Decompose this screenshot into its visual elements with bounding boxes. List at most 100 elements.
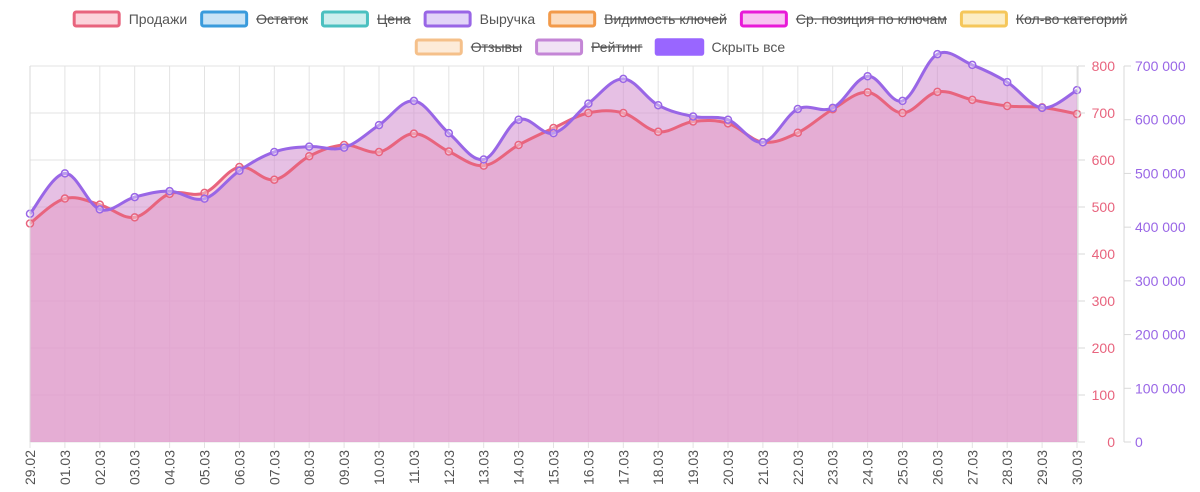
series-area-revenue: [30, 52, 1077, 443]
legend-swatch[interactable]: [200, 10, 249, 28]
legend-item-1[interactable]: Продажи: [72, 10, 187, 28]
legend-item-8[interactable]: Отзывы: [414, 38, 523, 56]
x-tick-label: 28.03: [999, 450, 1015, 485]
y-tick-label-sales: 0: [1107, 434, 1115, 450]
data-point-revenue-20.03[interactable]: [723, 115, 733, 124]
x-tick-label: 12.03: [441, 450, 457, 485]
y-tick-label-revenue: 500 000: [1135, 165, 1186, 181]
data-point-revenue-19.03[interactable]: [688, 112, 698, 121]
data-point-sales-26.03[interactable]: [933, 87, 942, 97]
data-point-sales-24.03[interactable]: [863, 88, 872, 97]
y-tick-label-revenue: 600 000: [1135, 112, 1186, 128]
data-point-revenue-09.03[interactable]: [339, 143, 349, 152]
data-point-revenue-04.03[interactable]: [165, 186, 174, 196]
data-point-sales-16.03[interactable]: [584, 108, 593, 118]
data-point-revenue-21.03[interactable]: [758, 138, 768, 147]
legend-swatch[interactable]: [414, 38, 463, 56]
data-point-revenue-17.03[interactable]: [619, 74, 628, 84]
data-point-revenue-14.03[interactable]: [514, 115, 523, 124]
data-point-revenue-27.03[interactable]: [968, 60, 977, 70]
y-tick-label-revenue: 0: [1135, 434, 1143, 450]
legend-swatch[interactable]: [959, 10, 1008, 28]
data-point-revenue-24.03[interactable]: [863, 71, 872, 81]
data-point-sales-25.03[interactable]: [898, 108, 907, 118]
data-point-revenue-13.03[interactable]: [479, 155, 488, 164]
x-tick-label: 02.03: [92, 450, 108, 485]
data-point-revenue-11.03[interactable]: [409, 96, 419, 106]
data-point-sales-22.03[interactable]: [793, 128, 803, 137]
data-point-sales-27.03[interactable]: [968, 95, 977, 105]
data-point-revenue-06.03[interactable]: [235, 166, 244, 175]
data-point-sales-12.03[interactable]: [444, 147, 454, 156]
legend-swatch[interactable]: [535, 38, 584, 56]
x-tick-label: 24.03: [860, 450, 876, 485]
x-tick-label: 23.03: [825, 450, 841, 485]
legend-item-2[interactable]: Остаток: [200, 10, 309, 28]
data-point-sales-08.03[interactable]: [304, 151, 314, 161]
legend-swatch[interactable]: [320, 10, 369, 28]
legend-item-5[interactable]: Видимость ключей: [548, 10, 727, 28]
legend-item-10[interactable]: Скрыть все: [654, 38, 785, 56]
data-point-revenue-15.03[interactable]: [549, 128, 558, 138]
data-point-revenue-30.03[interactable]: [1072, 85, 1082, 95]
data-point-revenue-01.03[interactable]: [60, 169, 70, 178]
legend-item-7[interactable]: Кол-во категорий: [959, 10, 1128, 28]
legend-swatch[interactable]: [654, 38, 705, 56]
x-tick-label: 26.03: [929, 450, 945, 485]
legend-item-9[interactable]: Рейтинг: [535, 38, 643, 56]
data-point-sales-30.03[interactable]: [1072, 109, 1082, 119]
series-layer: [25, 49, 1082, 443]
x-tick-label: 22.03: [790, 450, 806, 485]
x-tick-label: 29.03: [1034, 450, 1050, 485]
data-point-revenue-10.03[interactable]: [374, 120, 384, 130]
x-tick-label: 14.03: [511, 450, 527, 485]
legend-label[interactable]: Продажи: [129, 11, 187, 27]
data-point-sales-14.03[interactable]: [514, 140, 523, 150]
data-point-sales-03.03[interactable]: [130, 213, 139, 222]
x-tick-label: 27.03: [964, 450, 980, 485]
data-point-revenue-03.03[interactable]: [130, 192, 139, 202]
data-point-revenue-28.03[interactable]: [1002, 77, 1012, 87]
x-tick-label: 15.03: [546, 450, 562, 485]
data-point-revenue-08.03[interactable]: [304, 142, 314, 151]
legend-item-3[interactable]: Цена: [320, 10, 411, 28]
legend-label[interactable]: Скрыть все: [711, 39, 785, 55]
x-tick-label: 03.03: [127, 450, 143, 485]
data-point-revenue-02.03[interactable]: [95, 205, 105, 214]
data-point-sales-10.03[interactable]: [374, 147, 384, 157]
y-tick-label-sales: 500: [1092, 199, 1116, 215]
data-point-sales-07.03[interactable]: [270, 175, 279, 184]
data-point-revenue-22.03[interactable]: [793, 104, 803, 114]
data-point-revenue-25.03[interactable]: [898, 96, 907, 106]
x-tick-label: 07.03: [266, 450, 282, 485]
data-point-sales-18.03[interactable]: [653, 127, 663, 137]
data-point-revenue-23.03[interactable]: [828, 103, 837, 113]
data-point-revenue-07.03[interactable]: [270, 147, 279, 157]
data-point-sales-05.03[interactable]: [200, 188, 209, 198]
data-point-sales-17.03[interactable]: [619, 108, 628, 118]
data-point-sales-28.03[interactable]: [1002, 101, 1012, 111]
x-tick-label: 08.03: [301, 450, 317, 485]
x-tick-label: 16.03: [580, 450, 596, 485]
x-tick-label: 05.03: [197, 450, 213, 485]
data-point-revenue-12.03[interactable]: [444, 128, 454, 138]
x-tick-label: 10.03: [371, 450, 387, 485]
data-point-revenue-26.03[interactable]: [933, 49, 942, 59]
x-tick-label: 01.03: [57, 450, 73, 485]
legend-item-6[interactable]: Ср. позиция по ключам: [739, 10, 947, 28]
legend-swatch[interactable]: [72, 10, 121, 28]
data-point-revenue-05.03[interactable]: [200, 194, 209, 203]
data-point-sales-13.03[interactable]: [479, 161, 488, 170]
data-point-revenue-18.03[interactable]: [653, 100, 663, 110]
legend-item-4[interactable]: Выручка: [423, 10, 536, 28]
legend-swatch[interactable]: [423, 10, 472, 28]
data-point-sales-01.03[interactable]: [60, 194, 70, 203]
data-point-revenue-29.03[interactable]: [1037, 103, 1047, 113]
data-point-revenue-16.03[interactable]: [584, 99, 593, 108]
data-point-sales-11.03[interactable]: [409, 129, 419, 138]
legend-label[interactable]: Выручка: [480, 11, 536, 27]
legend-swatch[interactable]: [548, 10, 597, 28]
x-tick-label: 11.03: [406, 450, 422, 484]
legend-swatch[interactable]: [739, 10, 788, 28]
x-tick-label: 29.02: [22, 450, 38, 485]
